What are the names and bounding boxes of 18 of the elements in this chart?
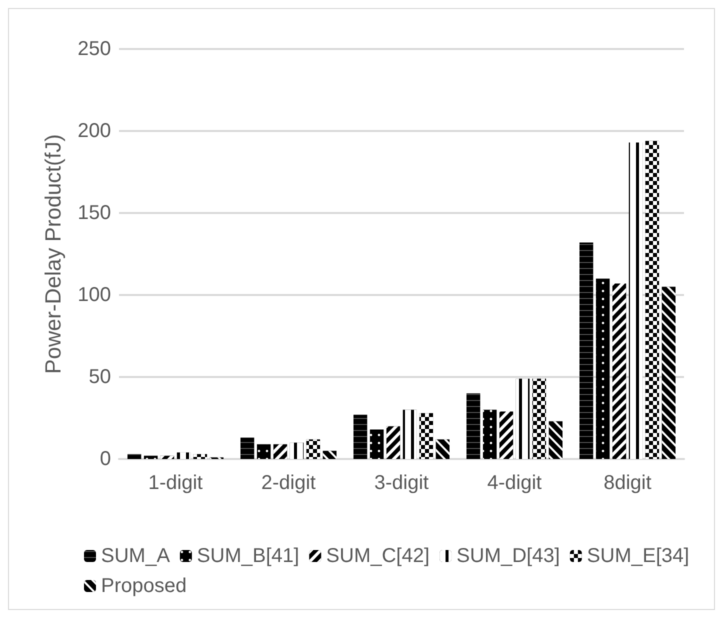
y-tick-label: 50 xyxy=(88,366,111,388)
x-tick-label: 2-digit xyxy=(261,472,316,494)
legend-label: SUM_A xyxy=(101,545,171,567)
legend-label: SUM_B[41] xyxy=(196,545,300,567)
legend-label: SUM_E[34] xyxy=(586,545,690,567)
x-tick-label: 4-digit xyxy=(487,472,542,494)
legend-label: SUM_D[43] xyxy=(456,545,560,567)
y-tick-label: 250 xyxy=(78,38,111,60)
y-tick-label: 150 xyxy=(78,202,111,224)
y-tick-label: 100 xyxy=(78,284,111,306)
y-axis-title: Power-Delay Product(fJ) xyxy=(40,134,66,374)
legend-label: Proposed xyxy=(101,575,187,597)
x-tick-label: 1-digit xyxy=(148,472,204,494)
x-tick-label: 3-digit xyxy=(374,472,430,494)
y-tick-label: 0 xyxy=(100,448,111,470)
legend-label: SUM_C[42] xyxy=(326,545,430,567)
x-tick-label: 8digit xyxy=(604,472,652,494)
y-tick-label: 200 xyxy=(78,120,111,142)
